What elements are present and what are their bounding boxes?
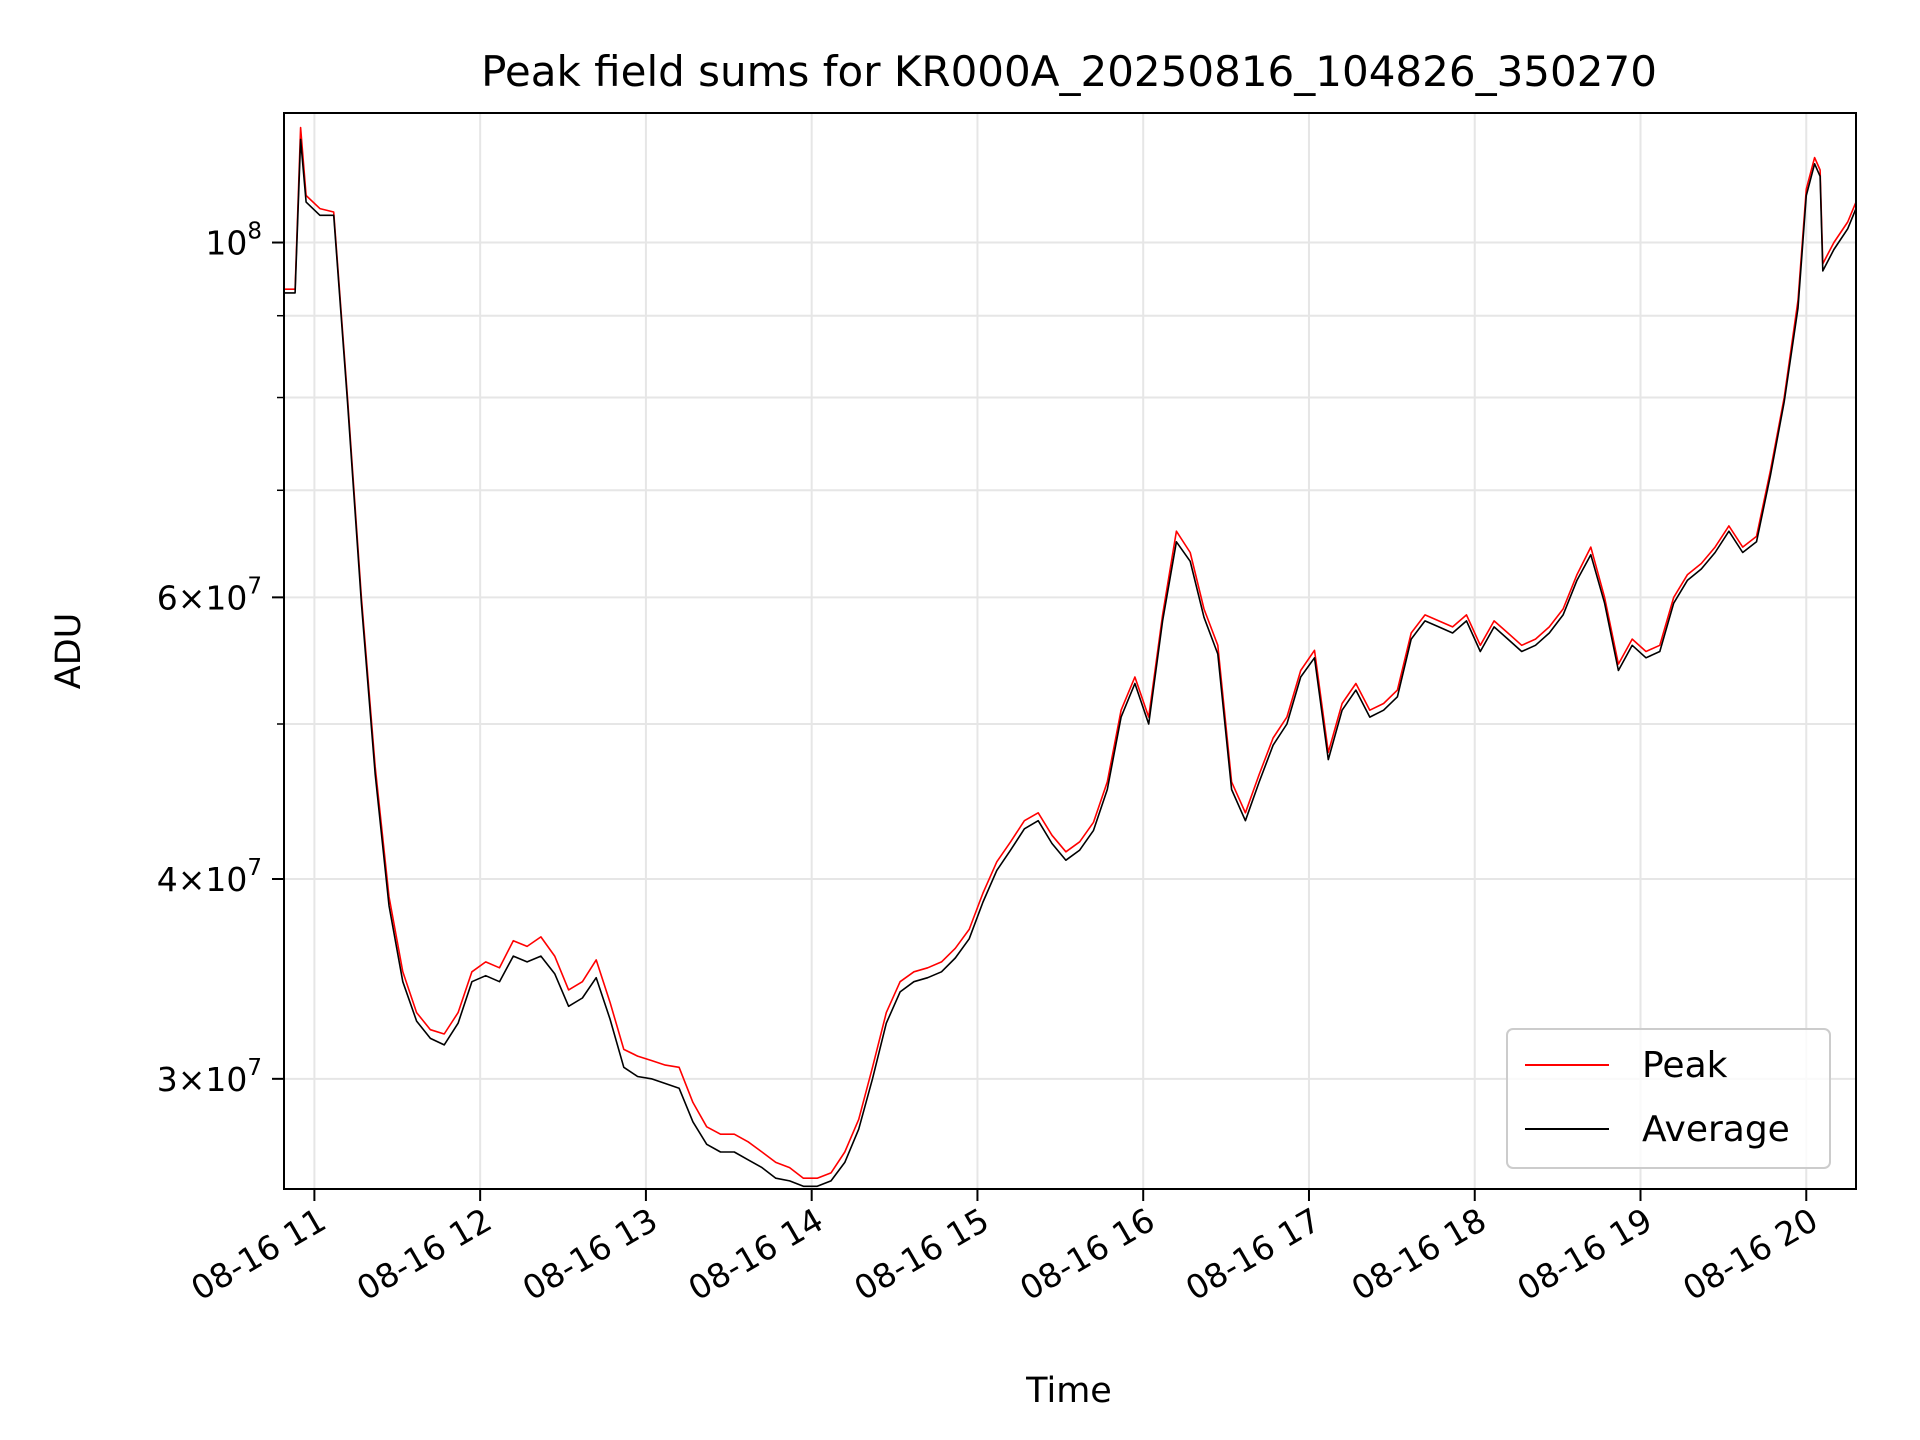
plot-frame — [283, 112, 1857, 1190]
y-tick-label: 6×107 — [157, 573, 262, 617]
y-tick-mantissa: 6× — [157, 578, 206, 617]
series-layer — [284, 126, 1857, 1188]
legend-label-peak: Peak — [1642, 1045, 1728, 1086]
y-tick-exponent: 7 — [247, 573, 262, 599]
series-line-peak — [284, 126, 1857, 1179]
y-tick-label: 4×107 — [157, 855, 262, 899]
legend-label-average: Average — [1642, 1109, 1790, 1150]
y-tick-mantissa: 4× — [157, 860, 206, 899]
y-tick-base: 10 — [205, 224, 247, 263]
x-axis-label: Time — [1025, 1371, 1112, 1411]
y-tick-exponent: 8 — [247, 219, 262, 245]
grid — [284, 113, 1856, 1189]
y-tick-base: 10 — [205, 578, 247, 617]
y-tick-label: 108 — [205, 219, 262, 263]
legend-box — [1506, 1028, 1831, 1169]
y-tick-exponent: 7 — [247, 1055, 262, 1081]
y-tick-base: 10 — [205, 860, 247, 899]
legend: Peak Average — [1506, 1028, 1831, 1169]
y-axis-label: ADU — [49, 613, 89, 690]
chart-title: Peak field sums for KR000A_20250816_1048… — [481, 47, 1657, 96]
y-tick-mantissa: 3× — [157, 1060, 206, 1099]
y-tick-exponent: 7 — [247, 855, 262, 881]
y-tick-base: 10 — [205, 1060, 247, 1099]
y-tick-label: 3×107 — [157, 1055, 262, 1099]
series-line-average — [284, 138, 1857, 1188]
